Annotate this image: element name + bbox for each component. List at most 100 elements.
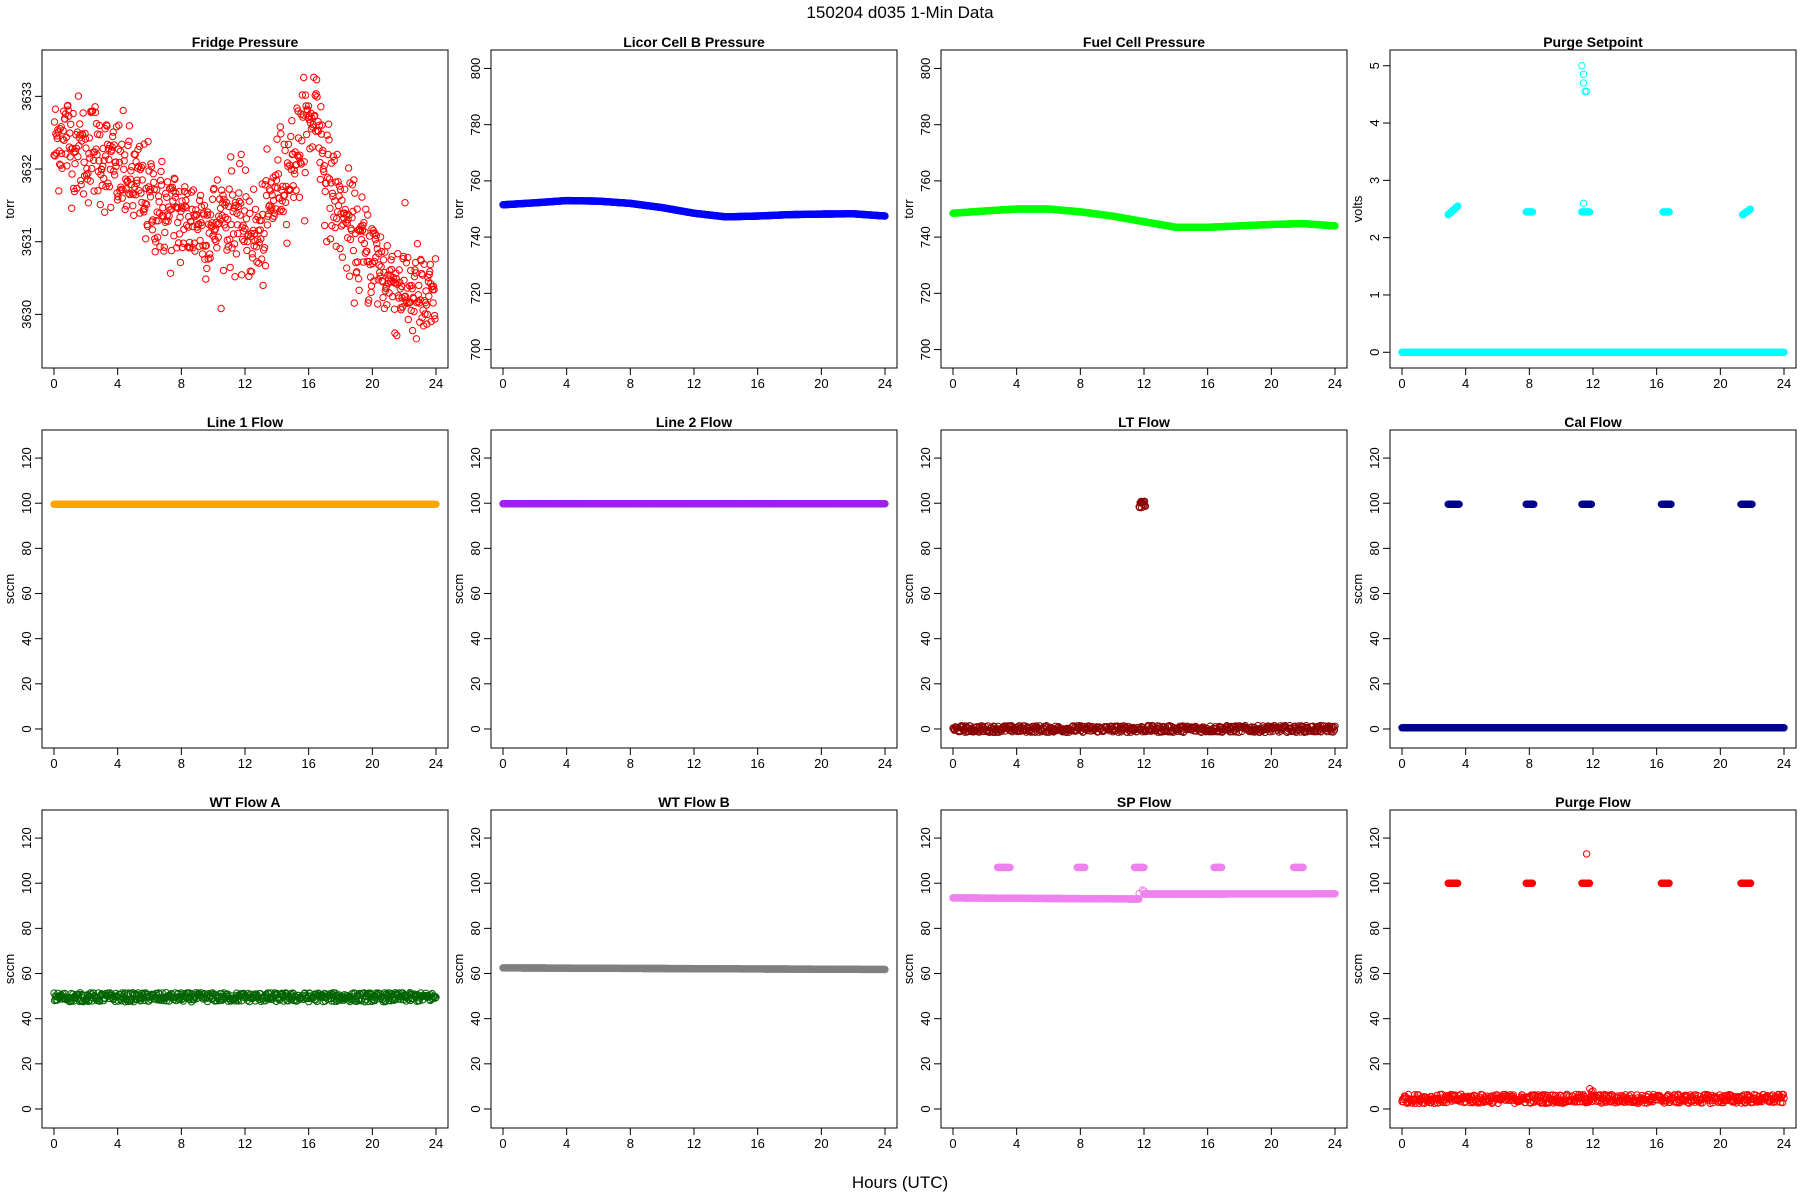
y-tick-label: 100 xyxy=(1367,492,1382,514)
data-point xyxy=(200,201,209,210)
data-point xyxy=(127,167,135,175)
data-point xyxy=(201,242,210,250)
data-point xyxy=(91,108,100,117)
data-series xyxy=(1398,61,1788,356)
panel-title: LT Flow xyxy=(1118,414,1170,430)
data-point xyxy=(74,92,83,100)
data-series xyxy=(949,205,1339,232)
data-point xyxy=(206,250,214,258)
x-tick-label: 24 xyxy=(1777,376,1791,391)
y-tick-label: 80 xyxy=(468,541,483,555)
data-point xyxy=(386,267,394,275)
y-tick-label: 100 xyxy=(19,492,34,514)
data-point xyxy=(100,208,109,216)
data-point xyxy=(226,263,234,272)
data-point xyxy=(51,105,60,113)
data-point xyxy=(277,130,285,138)
data-point xyxy=(348,181,357,189)
data-point xyxy=(381,248,389,256)
x-tick-label: 16 xyxy=(750,376,764,391)
data-point xyxy=(186,244,194,252)
data-point xyxy=(115,158,124,167)
data-point xyxy=(323,173,332,182)
data-point xyxy=(159,204,167,212)
x-tick-label: 20 xyxy=(1264,376,1278,391)
data-point xyxy=(430,311,439,320)
data-point xyxy=(295,193,304,202)
x-tick-label: 24 xyxy=(1328,376,1342,391)
data-point xyxy=(110,171,119,179)
data-point xyxy=(227,220,235,229)
x-tick-label: 8 xyxy=(178,376,185,391)
x-tick-label: 4 xyxy=(114,756,121,771)
data-point xyxy=(282,220,291,229)
data-point xyxy=(116,147,125,156)
data-point xyxy=(235,189,243,197)
data-point xyxy=(105,155,113,164)
data-point xyxy=(152,238,160,246)
panel-title: Purge Setpoint xyxy=(1543,34,1643,50)
data-point xyxy=(326,204,334,213)
data-point xyxy=(114,145,123,154)
data-point xyxy=(71,160,79,168)
data-point xyxy=(271,184,279,192)
data-point xyxy=(160,247,168,255)
data-point xyxy=(372,231,380,240)
data-point xyxy=(169,197,177,205)
data-point xyxy=(302,102,310,110)
data-point xyxy=(376,233,385,241)
data-series xyxy=(50,500,440,508)
data-point xyxy=(217,186,226,194)
data-point xyxy=(129,202,137,210)
data-point xyxy=(111,158,120,166)
data-point xyxy=(74,152,82,161)
data-point xyxy=(50,151,58,159)
y-axis-label: sccm xyxy=(2,574,17,604)
y-tick-label: 3630 xyxy=(19,300,34,329)
data-point xyxy=(261,262,270,270)
data-point xyxy=(113,196,122,204)
data-point xyxy=(306,145,314,153)
y-tick-label: 20 xyxy=(19,677,34,691)
data-point xyxy=(429,282,438,290)
data-point xyxy=(425,292,433,300)
x-tick-label: 20 xyxy=(365,756,379,771)
data-point xyxy=(334,201,343,210)
data-point xyxy=(390,305,399,313)
figure-xlabel: Hours (UTC) xyxy=(852,1173,948,1192)
data-point xyxy=(241,166,250,174)
data-point xyxy=(401,292,410,300)
data-point xyxy=(196,191,205,200)
data-point xyxy=(225,202,233,211)
data-point xyxy=(260,229,268,238)
data-point xyxy=(222,224,230,232)
y-axis-label: sccm xyxy=(901,574,916,604)
data-point xyxy=(259,281,267,290)
data-point xyxy=(248,268,256,276)
data-point xyxy=(80,158,88,166)
data-point xyxy=(121,205,129,214)
data-point xyxy=(79,190,88,198)
y-tick-label: 5 xyxy=(1367,62,1382,69)
data-point xyxy=(367,288,375,297)
data-point xyxy=(224,243,233,251)
data-point xyxy=(81,135,90,143)
data-point xyxy=(98,165,106,174)
x-tick-label: 0 xyxy=(499,376,506,391)
data-point xyxy=(68,170,76,178)
data-point xyxy=(423,310,432,319)
data-point xyxy=(227,153,235,161)
y-tick-label: 720 xyxy=(918,282,933,304)
x-tick-label: 20 xyxy=(814,756,828,771)
x-tick-label: 12 xyxy=(1586,756,1600,771)
data-point xyxy=(345,272,354,280)
data-point xyxy=(361,228,369,236)
x-tick-label: 4 xyxy=(563,756,570,771)
data-point xyxy=(260,244,269,252)
data-point xyxy=(331,197,339,205)
y-tick-label: 120 xyxy=(918,447,933,469)
data-point xyxy=(63,162,71,170)
